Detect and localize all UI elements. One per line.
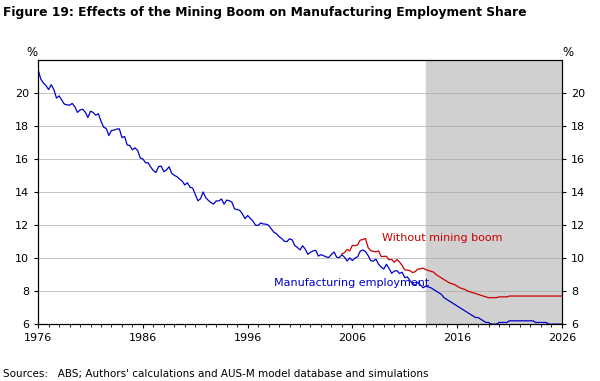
Text: Without mining boom: Without mining boom <box>382 233 502 243</box>
Text: Sources:   ABS; Authors' calculations and AUS-M model database and simulations: Sources: ABS; Authors' calculations and … <box>3 369 428 379</box>
Text: %: % <box>562 46 574 59</box>
Text: Manufacturing employment: Manufacturing employment <box>274 278 429 288</box>
Bar <box>425 60 572 324</box>
Text: Figure 19: Effects of the Mining Boom on Manufacturing Employment Share: Figure 19: Effects of the Mining Boom on… <box>3 6 527 19</box>
Text: %: % <box>26 46 38 59</box>
